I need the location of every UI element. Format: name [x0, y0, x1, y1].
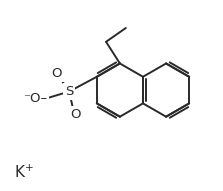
Text: +: +	[25, 163, 34, 173]
Text: O: O	[51, 67, 62, 80]
Text: S: S	[65, 85, 73, 98]
Text: K: K	[14, 165, 24, 180]
Text: O: O	[70, 108, 80, 121]
Text: ⁻O–: ⁻O–	[23, 92, 47, 105]
